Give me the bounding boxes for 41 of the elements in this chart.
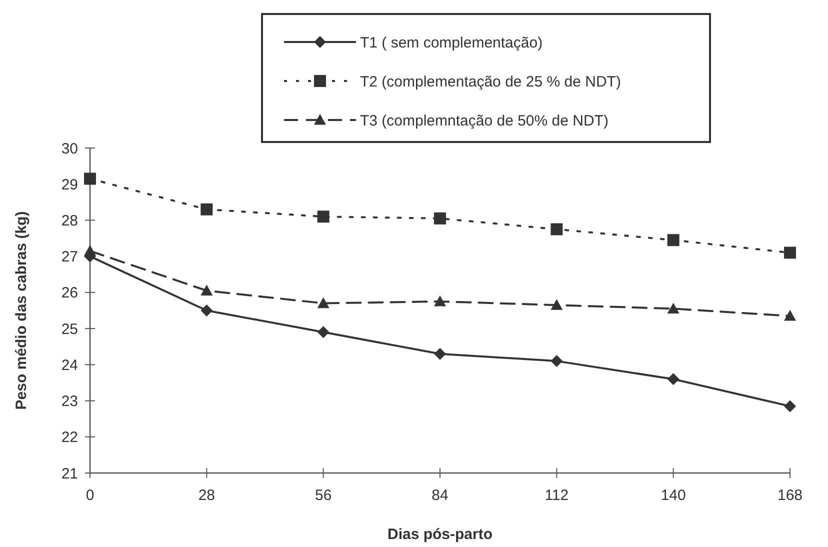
x-tick-label: 140 <box>660 487 686 504</box>
y-tick-label: 26 <box>61 284 78 302</box>
y-tick-label: 21 <box>61 465 78 482</box>
y-tick-label: 27 <box>61 248 78 266</box>
y-tick-label: 24 <box>61 356 78 374</box>
point <box>784 246 796 259</box>
y-tick-label: 23 <box>61 393 78 410</box>
point <box>434 295 446 306</box>
y-tick-label: 29 <box>61 176 78 194</box>
x-tick-label: 28 <box>198 487 216 504</box>
point <box>784 400 796 412</box>
point <box>84 172 96 185</box>
point <box>200 284 213 296</box>
point <box>200 203 213 216</box>
y-tick-label: 28 <box>61 212 78 230</box>
y-tick-label: 25 <box>61 320 78 338</box>
legend-label: T1 ( sem complementação) <box>360 34 543 52</box>
legend-label: T2 (complementação de 25 % de NDT) <box>360 73 621 90</box>
y-tick-label: 22 <box>61 429 78 446</box>
point <box>550 355 563 368</box>
point <box>200 304 213 316</box>
point <box>550 299 563 310</box>
point <box>667 373 680 386</box>
x-tick-label: 56 <box>314 487 332 504</box>
point <box>434 212 446 224</box>
x-tick-label: 112 <box>544 487 569 504</box>
point <box>317 210 330 223</box>
point <box>434 348 446 360</box>
point <box>550 223 563 236</box>
y-tick-label: 30 <box>61 140 78 158</box>
point <box>317 326 330 338</box>
x-tick-label: 168 <box>777 487 803 504</box>
y-axis-title: Peso médio das cabras (kg) <box>13 211 30 410</box>
x-tick-label: 84 <box>432 487 448 504</box>
point <box>784 310 796 321</box>
x-tick-label: 0 <box>86 487 94 504</box>
point <box>317 297 330 308</box>
point <box>667 234 680 246</box>
legend-label: T3 (complemntação de 50% de NDT) <box>360 112 608 130</box>
x-axis-title: Dias pós-parto <box>387 526 493 543</box>
point <box>667 302 680 314</box>
